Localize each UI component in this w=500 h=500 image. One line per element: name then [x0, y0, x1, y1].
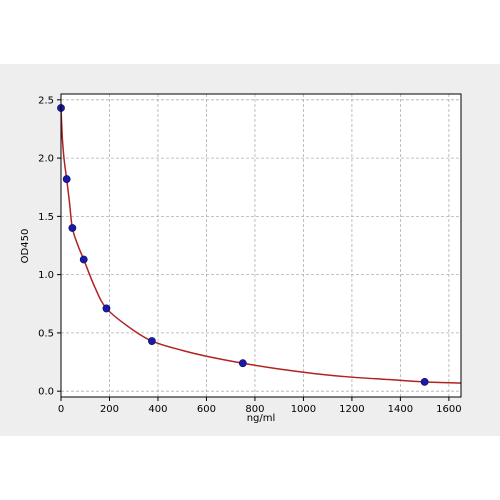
y-tick-label: 2.0 [38, 154, 54, 165]
x-tick-label: 1200 [339, 404, 364, 415]
y-tick-label: 2.5 [38, 95, 54, 106]
y-tick-label: 1.5 [38, 212, 54, 223]
data-point [62, 175, 71, 183]
data-point [68, 224, 77, 232]
data-point [79, 255, 88, 264]
chart-svg: 0 200 400 600 800 1000 1200 1400 1600 0.0 0.5 1.0 1… [20, 93, 462, 424]
y-tick-label: 1.0 [38, 270, 54, 281]
data-point [148, 337, 156, 345]
data-points-layer [57, 104, 429, 386]
y-tick-label: 0.0 [38, 387, 54, 398]
x-tick-label: 600 [197, 404, 216, 415]
x-axis-label: ng/ml [247, 413, 276, 424]
data-point [238, 359, 247, 368]
plot-background [61, 94, 461, 397]
x-tick-label: 800 [245, 404, 264, 415]
x-tick-label: 1400 [388, 404, 413, 415]
grid-lines [60, 94, 461, 397]
data-point [102, 304, 111, 313]
data-point [420, 377, 429, 386]
x-axis-ticks: 0 200 400 600 800 1000 1200 1400 1600 [58, 397, 462, 415]
y-axis-label: OD450 [20, 229, 31, 264]
chart-figure: 0 200 400 600 800 1000 1200 1400 1600 0.0 0.5 1.0 1… [0, 64, 500, 436]
y-axis-ticks: 0.0 0.5 1.0 1.5 2.0 2.5 [38, 95, 61, 398]
x-tick-label: 0 [58, 404, 64, 415]
x-tick-label: 1600 [436, 404, 461, 415]
y-tick-label: 0.5 [38, 328, 54, 339]
plot-frame [60, 93, 462, 398]
fitted-curve-line [60, 107, 462, 384]
fitted-curve-layer [60, 107, 462, 384]
x-tick-label: 400 [148, 404, 167, 415]
x-tick-label: 1000 [291, 404, 316, 415]
x-tick-label: 200 [100, 404, 119, 415]
